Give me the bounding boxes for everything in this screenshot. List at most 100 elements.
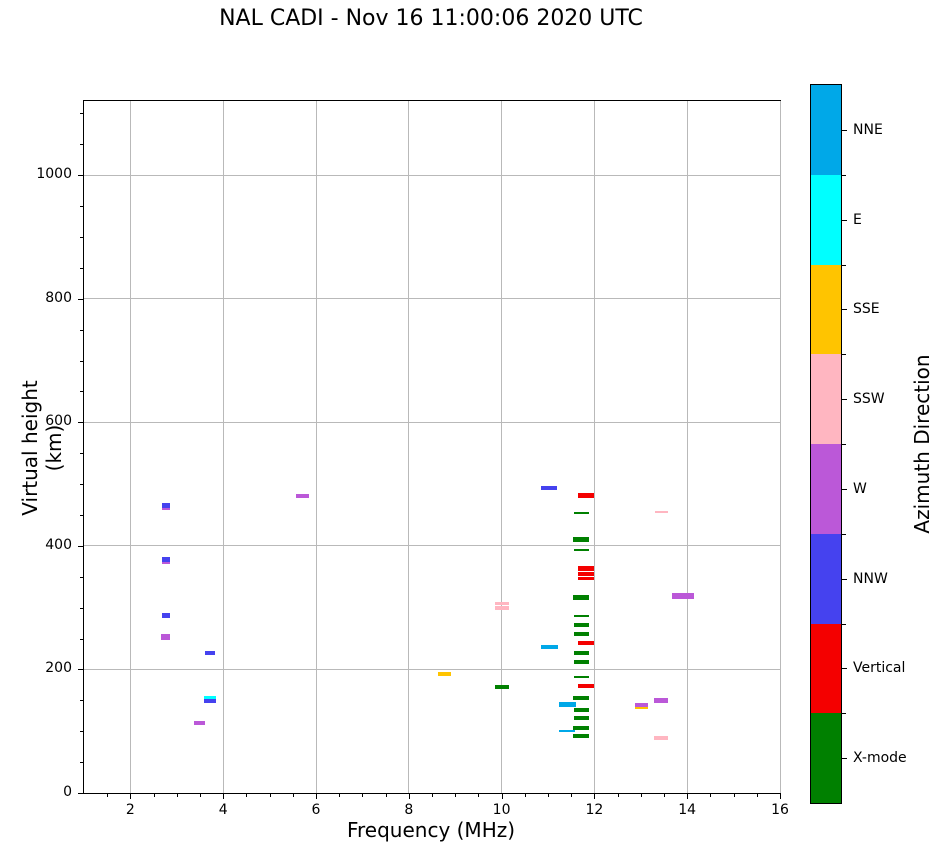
data-point-x-mode bbox=[573, 716, 589, 721]
colorbar-segment-w bbox=[811, 444, 841, 534]
x-major-tick bbox=[687, 794, 689, 799]
colorbar-boundary-tick bbox=[842, 264, 846, 266]
x-minor-tick bbox=[617, 794, 619, 797]
y-minor-tick bbox=[80, 731, 83, 733]
colorbar-boundary-tick bbox=[842, 354, 846, 356]
x-minor-tick bbox=[292, 794, 294, 797]
y-tick-label: 200 bbox=[45, 660, 72, 677]
data-point-w bbox=[634, 703, 648, 708]
data-point-ssw bbox=[494, 601, 509, 605]
colorbar-center-tick bbox=[842, 399, 847, 401]
data-point-ssw bbox=[654, 736, 669, 740]
data-point-x-mode bbox=[573, 594, 590, 600]
colorbar-title: Azimuth Direction bbox=[910, 354, 934, 534]
gridline-x-2 bbox=[129, 101, 131, 793]
colorbar-segment-e bbox=[811, 174, 841, 265]
x-minor-tick bbox=[362, 794, 364, 797]
x-minor-tick bbox=[640, 794, 642, 797]
data-point-x-mode bbox=[573, 537, 590, 543]
data-point-w bbox=[161, 506, 170, 510]
x-minor-tick bbox=[524, 794, 526, 797]
data-point-x-mode bbox=[573, 660, 589, 664]
data-point-nnw bbox=[541, 486, 558, 491]
gridline-y-600 bbox=[84, 421, 780, 423]
gridline-y-800 bbox=[84, 298, 780, 300]
colorbar-label-w: W bbox=[853, 480, 867, 497]
y-minor-tick bbox=[80, 267, 83, 269]
azimuth-colorbar: NNE E SSE SSW W NNW Vertical X-mode bbox=[810, 84, 907, 804]
x-minor-tick bbox=[710, 794, 712, 797]
x-major-tick bbox=[780, 794, 781, 799]
data-point-ssw bbox=[494, 606, 509, 611]
data-point-nne bbox=[559, 729, 576, 732]
data-point-nnw bbox=[204, 650, 215, 655]
colorbar-boundary-tick bbox=[842, 533, 846, 535]
x-minor-tick bbox=[571, 794, 573, 797]
y-minor-tick bbox=[80, 236, 83, 238]
data-point-x-mode bbox=[573, 707, 589, 712]
y-axis-label: Virtual height (km) bbox=[18, 380, 66, 516]
data-point-w bbox=[654, 698, 669, 704]
colorbar-segment-sse bbox=[811, 264, 841, 355]
data-point-vertical bbox=[578, 566, 595, 572]
colorbar-label-ssw: SSW bbox=[853, 391, 885, 408]
x-minor-tick bbox=[153, 794, 155, 797]
y-minor-tick bbox=[80, 144, 83, 146]
data-point-x-mode bbox=[573, 650, 589, 655]
data-point-nnw bbox=[161, 612, 170, 618]
y-major-tick bbox=[78, 422, 83, 424]
data-point-ssw bbox=[655, 511, 669, 514]
data-point-x-mode bbox=[573, 695, 590, 700]
x-tick-label: 14 bbox=[678, 802, 697, 818]
x-tick-label: 8 bbox=[404, 802, 414, 818]
x-minor-tick bbox=[478, 794, 480, 797]
data-point-vertical bbox=[578, 641, 595, 646]
gridline-x-8 bbox=[408, 101, 410, 793]
data-point-x-mode bbox=[573, 622, 589, 627]
colorbar-boundary-tick bbox=[842, 623, 846, 625]
y-tick-label: 600 bbox=[45, 413, 72, 430]
data-point-x-mode bbox=[573, 734, 590, 739]
data-point-x-mode bbox=[573, 512, 589, 515]
x-minor-tick bbox=[339, 794, 341, 797]
y-minor-tick bbox=[80, 391, 83, 393]
y-tick-label: 400 bbox=[45, 536, 72, 553]
colorbar-boundary-tick bbox=[842, 174, 846, 176]
y-minor-tick bbox=[80, 700, 83, 702]
colorbar-label-e: E bbox=[853, 211, 862, 228]
data-point-sse bbox=[634, 706, 648, 710]
x-minor-tick bbox=[733, 794, 735, 797]
data-point-nnw bbox=[161, 502, 170, 508]
x-tick-label: 2 bbox=[125, 802, 135, 818]
data-point-vertical bbox=[578, 577, 595, 581]
data-point-e bbox=[203, 695, 216, 699]
y-major-tick bbox=[78, 545, 83, 547]
colorbar-label-sse: SSE bbox=[853, 301, 880, 318]
data-point-nnw bbox=[161, 556, 170, 562]
x-minor-tick bbox=[385, 794, 387, 797]
colorbar-label-vertical: Vertical bbox=[853, 660, 906, 677]
colorbar-label-x-mode: X-mode bbox=[853, 750, 907, 767]
y-minor-tick bbox=[80, 113, 83, 115]
colorbar-label-nnw: NNW bbox=[853, 570, 888, 587]
data-point-w bbox=[161, 633, 171, 640]
data-point-x-mode bbox=[494, 685, 509, 690]
y-minor-tick bbox=[80, 329, 83, 331]
plot-area: 2 4 6 8 10 12 14 16 0 200 400 600 800 1000 bbox=[36, 100, 789, 818]
data-point-vertical bbox=[578, 684, 595, 689]
data-point-nnw bbox=[203, 698, 216, 703]
colorbar-label-nne: NNE bbox=[853, 121, 883, 138]
colorbar-center-tick bbox=[842, 758, 847, 760]
y-minor-tick bbox=[80, 453, 83, 455]
x-minor-tick bbox=[455, 794, 457, 797]
y-tick-label: 0 bbox=[63, 784, 72, 800]
data-point-w bbox=[671, 592, 694, 599]
x-minor-tick bbox=[176, 794, 178, 797]
x-minor-tick bbox=[200, 794, 201, 797]
x-minor-tick bbox=[246, 794, 248, 797]
colorbar-center-tick bbox=[842, 309, 847, 311]
data-point-w bbox=[161, 561, 170, 565]
colorbar-center-tick bbox=[842, 578, 847, 580]
data-point-w bbox=[193, 720, 205, 725]
